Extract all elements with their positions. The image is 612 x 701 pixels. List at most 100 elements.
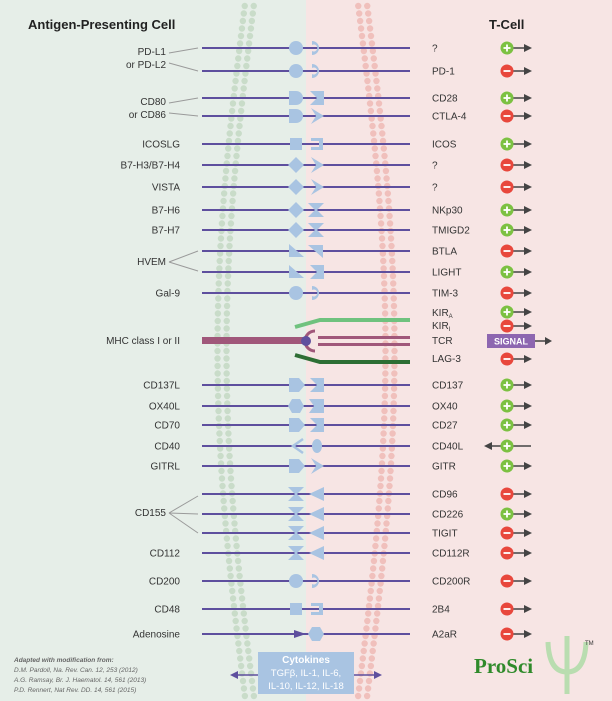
apc-membrane-bead bbox=[214, 362, 221, 370]
group-pointer bbox=[168, 112, 199, 117]
pathway-row: CD112 CD112R bbox=[150, 546, 532, 560]
brand-logo: ProSci TM bbox=[474, 636, 594, 694]
tcell-membrane-bead bbox=[372, 535, 380, 542]
apc-membrane-bead bbox=[245, 655, 253, 662]
receptor-shape bbox=[310, 265, 324, 279]
apc-membrane-bead bbox=[240, 610, 247, 617]
receptor-shape bbox=[310, 91, 324, 105]
cytokines-box: Cytokines TGFβ, IL-1, IL-6, IL-10, IL-12… bbox=[230, 652, 382, 694]
pathway-row: Gal-9 TIM-3 bbox=[156, 286, 532, 300]
tcell-membrane-bead bbox=[391, 370, 398, 377]
apc-membrane-bead bbox=[236, 122, 243, 130]
ligand-label: B7-H7 bbox=[152, 226, 181, 237]
apc-membrane-bead bbox=[238, 25, 246, 32]
apc-membrane-bead bbox=[241, 692, 249, 700]
tcell-membrane-bead bbox=[382, 370, 389, 377]
pathway-row: ? bbox=[202, 41, 532, 55]
apc-membrane-bead bbox=[238, 595, 246, 602]
tcell-membrane-bead bbox=[381, 542, 388, 550]
effect-arrow-head bbox=[524, 140, 532, 148]
apc-membrane-bead bbox=[230, 505, 237, 512]
receptor-shape bbox=[310, 418, 324, 432]
apc-membrane-bead bbox=[223, 347, 230, 355]
group-cd155: CD155 bbox=[135, 495, 199, 534]
effect-arrow-head bbox=[524, 206, 532, 214]
apc-membrane-bead bbox=[221, 505, 228, 512]
tcell-membrane-bead bbox=[389, 437, 396, 445]
receptor-label: CD40L bbox=[432, 442, 464, 453]
pathway-row: B7-H6 NKp30 bbox=[152, 202, 532, 218]
apc-membrane-bead bbox=[217, 235, 225, 242]
tcell-membrane-bead bbox=[364, 617, 371, 625]
tcell-membrane-bead bbox=[387, 467, 394, 475]
tcell-membrane-bead bbox=[374, 175, 381, 182]
receptor-shape bbox=[309, 526, 324, 540]
apc-membrane-bead bbox=[242, 625, 249, 632]
tcell-membrane-bead bbox=[363, 625, 370, 632]
tcell-membrane-bead bbox=[369, 647, 376, 655]
tcell-membrane-bead bbox=[370, 130, 377, 137]
apc-membrane-bead bbox=[236, 40, 244, 47]
tcell-membrane-bead bbox=[361, 640, 368, 647]
tcell-membrane-bead bbox=[371, 145, 378, 152]
apc-membrane-bead bbox=[244, 47, 252, 55]
apc-membrane-bead bbox=[247, 25, 255, 32]
tcell-membrane-bead bbox=[387, 235, 395, 242]
pathway-row: GITRL GITR bbox=[151, 458, 532, 474]
apc-membrane-bead bbox=[225, 257, 232, 265]
ligand-shape bbox=[289, 286, 303, 300]
ligand-label: B7-H6 bbox=[152, 206, 181, 217]
receptor-shape bbox=[312, 574, 319, 588]
tcell-membrane-bead bbox=[359, 40, 367, 47]
ligand-label: CD48 bbox=[154, 605, 180, 616]
ligand-shape bbox=[288, 179, 304, 195]
apc-membrane-bead bbox=[223, 370, 230, 377]
apc-membrane-bead bbox=[214, 310, 222, 317]
effect-arrow-head bbox=[524, 94, 532, 102]
apc-membrane-bead bbox=[231, 85, 238, 92]
apc-membrane-bead bbox=[231, 610, 238, 617]
apc-membrane-bead bbox=[214, 392, 222, 400]
brand-name: ProSci bbox=[474, 654, 533, 678]
ligand-shape bbox=[290, 138, 302, 150]
tcell-membrane-bead bbox=[370, 557, 378, 565]
apc-membrane-bead bbox=[225, 557, 233, 565]
tcell-membrane-bead bbox=[364, 77, 371, 85]
apc-membrane-bead bbox=[228, 212, 235, 220]
tcell-membrane-bead bbox=[360, 47, 368, 55]
effect-glyph-h bbox=[503, 70, 511, 72]
tcell-membrane-bead bbox=[376, 197, 383, 205]
effect-arrow-head bbox=[524, 289, 532, 297]
tcell-membrane-bead bbox=[386, 482, 393, 490]
tcell-membrane-bead bbox=[381, 295, 388, 302]
tcell-membrane-bead bbox=[365, 677, 373, 685]
tcell-membrane-bead bbox=[378, 565, 386, 572]
apc-membrane-bead bbox=[229, 100, 237, 107]
tcell-membrane-bead bbox=[382, 347, 389, 355]
tcell-membrane-bead bbox=[377, 482, 384, 490]
effect-glyph-h bbox=[503, 532, 511, 534]
apc-membrane-bead bbox=[216, 437, 223, 445]
tcell-membrane-bead bbox=[377, 212, 384, 220]
tcell-membrane-bead bbox=[376, 107, 384, 115]
tcell-membrane-bead bbox=[385, 497, 392, 505]
apc-membrane-bead bbox=[248, 677, 256, 685]
tcell-membrane-bead bbox=[370, 137, 378, 145]
tcell-membrane-bead bbox=[366, 100, 374, 107]
pathway-row: CD28 bbox=[202, 91, 532, 105]
tcell-membrane-bead bbox=[379, 130, 386, 137]
mhc-tcr-block: KIRA KIRI MHC class I or II TCR LAG-3 SI… bbox=[106, 305, 552, 366]
receptor-shape bbox=[308, 245, 323, 258]
apc-membrane-bead bbox=[223, 535, 231, 542]
pathway-row: CD200 CD200R bbox=[149, 574, 532, 588]
apc-membrane-bead bbox=[223, 355, 230, 362]
apc-membrane-bead bbox=[224, 152, 231, 160]
apc-membrane-bead bbox=[235, 640, 242, 647]
group-cd80-label1: CD80 bbox=[140, 97, 166, 108]
tcell-membrane-bead bbox=[389, 257, 396, 265]
tcell-membrane-bead bbox=[378, 122, 385, 130]
tcell-membrane-bead bbox=[379, 242, 386, 250]
ligand-shape bbox=[289, 109, 303, 123]
apc-membrane-bead bbox=[220, 497, 227, 505]
